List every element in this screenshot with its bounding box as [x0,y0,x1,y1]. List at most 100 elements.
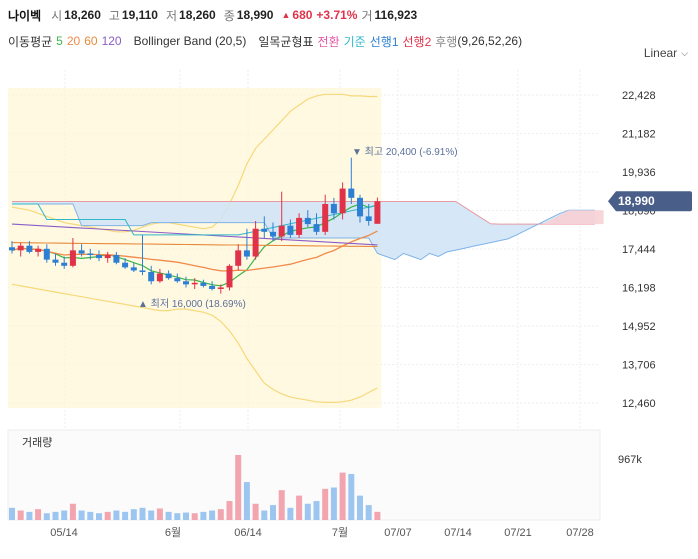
ma60-label[interactable]: 60 [84,34,98,48]
candle-body [130,267,137,271]
high-label: 고 [108,8,120,23]
candle-body [156,273,163,282]
volume-bar [113,510,120,520]
low-label: 저 [165,8,178,23]
candle-body [165,273,172,279]
bollinger-label[interactable]: Bollinger Band (20,5) [133,34,247,48]
candle-body [365,216,372,222]
volume-bar [365,505,372,520]
candle-body [87,253,94,255]
candle-body [339,188,346,214]
ichimoku-label[interactable]: 일목균형표 [258,34,314,49]
y-tick-label: 13,706 [622,360,656,372]
low-annotation: ▲ 최저 16,000 (18.69%) [138,298,246,310]
volume-bar [78,510,85,520]
ichimoku-cloud-area [12,201,595,260]
quote-header: 나이벡 시 18,260 고 19,110 저 18,260 종 18,990 … [8,6,425,24]
bollinger-upper-line [11,93,378,233]
chevron-down-icon: ⌵ [681,47,688,58]
volume-bar [287,507,294,520]
y-tick-label: 12,460 [622,398,656,410]
ichimoku-conversion-label[interactable]: 전환 [317,34,340,49]
volume-bar [174,513,181,520]
volume-bar [348,473,355,520]
candle-body [296,217,303,235]
volume-bar [261,510,268,520]
candle-body [313,224,320,232]
y-tick-label: 17,444 [622,244,656,256]
high-value: 19,110 [121,8,158,22]
x-tick-label: 06/14 [234,527,262,539]
volume-bar [43,513,50,520]
candle-body [52,259,59,263]
x-tick-label: 07/14 [444,527,472,539]
x-tick-label: 7월 [332,526,348,539]
ma120-label[interactable]: 120 [101,34,122,48]
volume-bar [322,488,329,520]
volume-bar [96,513,102,520]
close-value: 18,990 [236,8,274,22]
ichimoku-base-label[interactable]: 기준 [343,34,366,49]
volume-panel [7,429,601,521]
volume-bar [87,511,94,520]
volume-bar [17,510,24,520]
bollinger-lower-line [11,283,378,403]
candle-body [69,250,76,266]
ichimoku-lag-label[interactable]: 후행 [435,34,458,49]
candle-body [191,282,198,285]
volume-bar [183,512,189,520]
candle-body [9,247,15,251]
volume-bar [52,511,59,520]
volume-bar [278,490,285,520]
chart-annotations: ▼ 최고 20,400 (-6.91%) ▲ 최저 16,000 (18.69%) [138,146,458,310]
volume-bar [313,501,320,520]
ma20-label[interactable]: 20 [66,34,81,48]
candle-body [287,225,294,235]
ichimoku-span2-label[interactable]: 선행2 [402,34,432,49]
volume-label: 거 [361,8,373,23]
candle-body [183,281,189,285]
volume-bar [148,510,155,520]
candle-body [139,270,146,272]
candle-body [252,228,259,257]
low-value: 18,260 [179,8,216,22]
candle-body [304,217,311,225]
up-triangle-icon: ▲ [281,10,291,20]
volume-bar [122,511,129,520]
scale-dropdown[interactable]: Linear ⌵ [644,46,688,60]
volume-bar [139,507,146,520]
candle-body [78,250,85,254]
volume-bar [243,482,250,520]
ichimoku-span1-line [12,203,595,261]
ichimoku-cloud [12,201,604,261]
ichimoku-span2-line [12,201,595,225]
candle-body [243,250,250,257]
change-percent: +3.71% [316,8,358,22]
ichimoku-span1-label[interactable]: 선행1 [369,34,399,49]
open-value: 18,260 [64,8,101,22]
current-price-label: 18,990 [618,194,655,208]
candle-body [26,245,33,252]
candle-body [322,204,329,232]
volume-bar [374,511,381,520]
candle-series [9,157,381,294]
volume-bar [339,472,346,520]
candle-body [200,282,207,286]
volume-bar [130,509,137,520]
ma-label[interactable]: 이동평균 [8,34,53,49]
x-tick-label: 07/21 [504,527,532,539]
y-tick-label: 21,182 [622,129,656,141]
volume-series: 967k [7,429,642,521]
close-label: 종 [223,8,235,23]
volume-bar [9,507,15,520]
volume-bar [165,511,172,520]
y-tick-label: 14,952 [622,321,656,333]
candle-body [113,254,120,263]
candle-body [217,287,224,289]
ma5-label[interactable]: 5 [56,34,63,48]
change-value: 680 [292,8,313,22]
indicator-legend: 이동평균 5 20 60 120 Bollinger Band (20,5) 일… [8,33,526,49]
volume-bar [270,505,276,520]
candle-body [104,254,111,259]
